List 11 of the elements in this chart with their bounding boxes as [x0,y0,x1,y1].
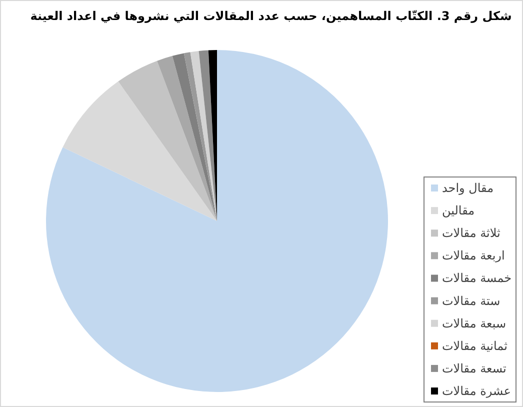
legend-label: سبعة مقالات [442,316,506,330]
legend-label: تسعة مقالات [442,361,506,376]
legend-label: خمسة مقالات [442,271,512,286]
legend-label: ستة مقالات [442,294,500,308]
legend-label: ثلاثة مقالات [442,226,500,240]
legend-label: ثمانية مقالات [442,338,508,353]
chart-title: شكل رقم 3. الكتّاب المساهمين، حسب عدد المقالات التي نشروها في اعداد العينة [30,9,512,23]
legend-label: مقال واحد [442,181,494,195]
legend-label: مقالين [442,204,475,218]
legend-label: اربعة مقالات [442,248,505,263]
legend-label: عشرة مقالات [442,384,511,398]
